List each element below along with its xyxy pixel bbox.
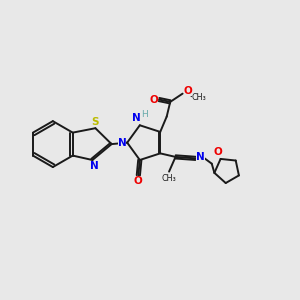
- Text: S: S: [91, 117, 98, 127]
- Text: O: O: [213, 148, 222, 158]
- Text: CH₃: CH₃: [161, 174, 176, 183]
- Text: N: N: [89, 161, 98, 172]
- Text: CH₃: CH₃: [192, 93, 206, 102]
- Text: N: N: [118, 138, 126, 148]
- Text: O: O: [149, 94, 158, 104]
- Text: N: N: [196, 152, 205, 162]
- Text: O: O: [184, 86, 192, 96]
- Text: O: O: [134, 176, 143, 186]
- Text: N: N: [132, 113, 141, 123]
- Text: H: H: [141, 110, 148, 119]
